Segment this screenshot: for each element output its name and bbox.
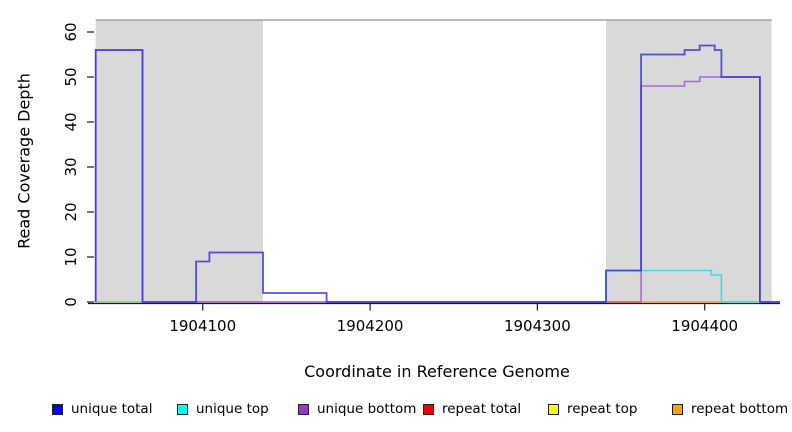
- series-unique-total: [94, 44, 780, 303]
- legend-swatch-icon: [298, 403, 309, 415]
- x-tick-label: 1904400: [671, 317, 738, 335]
- y-axis-label: Read Coverage Depth: [14, 73, 34, 249]
- x-axis-label: Coordinate in Reference Genome: [304, 362, 570, 381]
- legend-label: unique total: [71, 401, 153, 417]
- legend-swatch-icon: [52, 403, 63, 415]
- legend-item-unique-top: unique top: [177, 399, 269, 419]
- legend-swatch-icon: [548, 403, 559, 415]
- y-tick-label: 40: [62, 112, 80, 131]
- legend: unique total unique top unique bottom repea…: [0, 399, 792, 423]
- y-tick-label: 0: [62, 297, 80, 307]
- legend-label: repeat top: [567, 401, 638, 417]
- legend-label: unique bottom: [317, 401, 417, 417]
- repeat-region-shading-0: [95, 20, 263, 303]
- x-tick-label: 1904100: [169, 317, 236, 335]
- legend-swatch-icon: [177, 403, 188, 415]
- legend-item-repeat-total: repeat total: [423, 399, 521, 419]
- legend-item-repeat-top: repeat top: [548, 399, 637, 419]
- legend-item-repeat-bottom: repeat bottom: [672, 399, 788, 419]
- x-tick-label: 1904300: [504, 317, 571, 335]
- legend-label: unique top: [196, 401, 269, 417]
- y-tick-label: 60: [62, 22, 80, 41]
- legend-label: repeat bottom: [691, 401, 789, 417]
- y-tick-label: 50: [62, 67, 80, 86]
- legend-swatch-icon: [423, 403, 434, 415]
- x-tick-label: 1904200: [337, 317, 404, 335]
- legend-item-unique-bottom: unique bottom: [298, 399, 416, 419]
- repeat-region-shading-1: [605, 20, 772, 303]
- legend-label: repeat total: [442, 401, 522, 417]
- y-tick-label: 30: [62, 157, 80, 176]
- y-tick-label: 10: [62, 247, 80, 266]
- legend-item-unique-total: unique total: [52, 399, 152, 419]
- legend-swatch-icon: [672, 403, 683, 415]
- y-tick-label: 20: [62, 202, 80, 221]
